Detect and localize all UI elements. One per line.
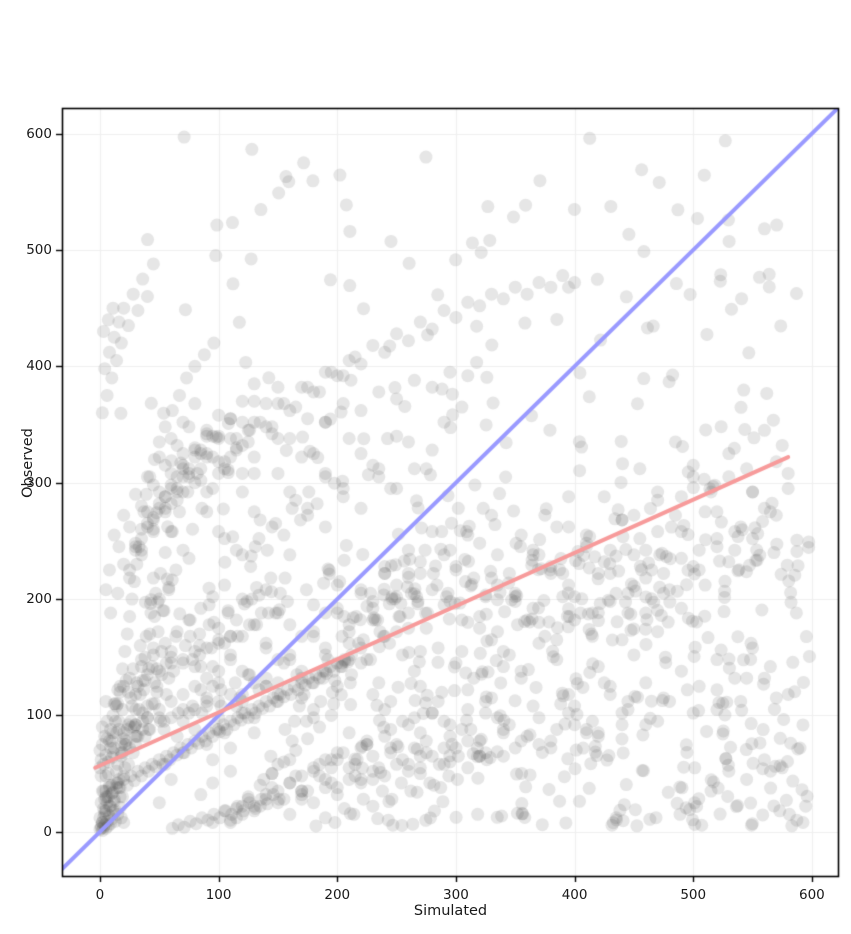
y-tick-label: 400 (26, 358, 52, 375)
x-axis-label: Simulated (413, 903, 488, 919)
y-tick-label: 600 (26, 125, 52, 142)
y-tick-label: 300 (26, 474, 52, 491)
x-tick-label: 500 (680, 887, 707, 903)
y-axis-label: Observed (20, 428, 36, 498)
x-tick-label: 600 (799, 887, 825, 903)
x-tick-label: 300 (443, 887, 469, 903)
y-tick-label: 200 (26, 591, 52, 608)
x-tick-label: 0 (95, 887, 105, 903)
x-tick-label: 200 (324, 887, 351, 903)
y-tick-label: 0 (43, 823, 52, 840)
x-tick-label: 100 (205, 887, 232, 903)
y-tick-label: 100 (26, 707, 52, 724)
y-tick-label: 500 (26, 241, 52, 258)
x-tick-label: 400 (561, 887, 588, 903)
